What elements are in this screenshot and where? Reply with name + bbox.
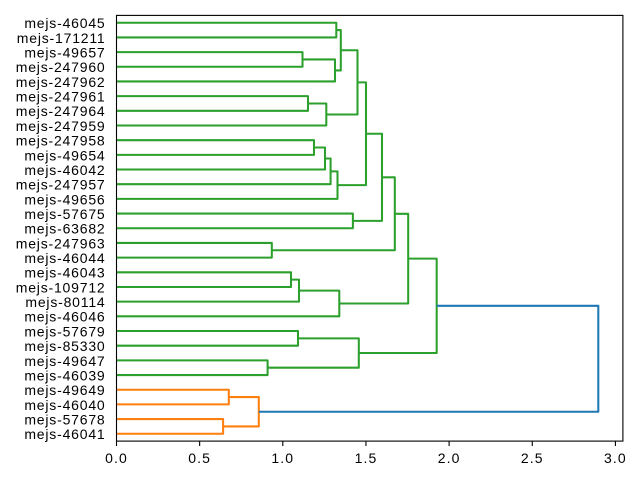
svg-text:mejs-46044: mejs-46044 [24,250,105,266]
svg-text:mejs-247957: mejs-247957 [16,177,106,193]
svg-text:mejs-49649: mejs-49649 [24,382,105,398]
svg-text:mejs-57675: mejs-57675 [24,206,105,222]
svg-text:mejs-63682: mejs-63682 [24,221,105,237]
svg-text:mejs-80114: mejs-80114 [25,294,105,310]
svg-text:mejs-46039: mejs-46039 [24,367,105,383]
svg-text:mejs-49647: mejs-49647 [24,353,105,369]
svg-text:mejs-247959: mejs-247959 [16,118,106,134]
svg-text:mejs-49654: mejs-49654 [24,147,105,163]
svg-text:mejs-46040: mejs-46040 [24,397,105,413]
svg-text:1.0: 1.0 [271,450,294,466]
svg-text:mejs-49657: mejs-49657 [24,45,105,61]
svg-text:3.0: 3.0 [604,450,627,466]
svg-text:mejs-247958: mejs-247958 [16,133,106,149]
svg-text:0.5: 0.5 [188,450,211,466]
svg-text:1.5: 1.5 [355,450,378,466]
svg-text:mejs-171211: mejs-171211 [17,30,106,46]
svg-text:mejs-46045: mejs-46045 [24,15,105,31]
svg-text:mejs-57678: mejs-57678 [24,411,105,427]
svg-text:2.0: 2.0 [438,450,461,466]
svg-text:mejs-247964: mejs-247964 [16,103,106,119]
svg-text:mejs-46043: mejs-46043 [24,265,105,281]
svg-text:mejs-247963: mejs-247963 [16,235,106,251]
svg-text:mejs-46046: mejs-46046 [24,309,105,325]
svg-text:mejs-85330: mejs-85330 [24,338,105,354]
svg-text:mejs-109712: mejs-109712 [16,279,106,295]
svg-text:mejs-46042: mejs-46042 [24,162,105,178]
svg-text:0.0: 0.0 [105,450,128,466]
svg-text:mejs-49656: mejs-49656 [24,191,105,207]
svg-text:mejs-247960: mejs-247960 [16,59,106,75]
svg-text:mejs-247961: mejs-247961 [16,89,106,105]
svg-text:mejs-46041: mejs-46041 [24,426,105,442]
svg-text:mejs-247962: mejs-247962 [16,74,106,90]
svg-text:2.5: 2.5 [521,450,544,466]
svg-text:mejs-57679: mejs-57679 [24,323,105,339]
